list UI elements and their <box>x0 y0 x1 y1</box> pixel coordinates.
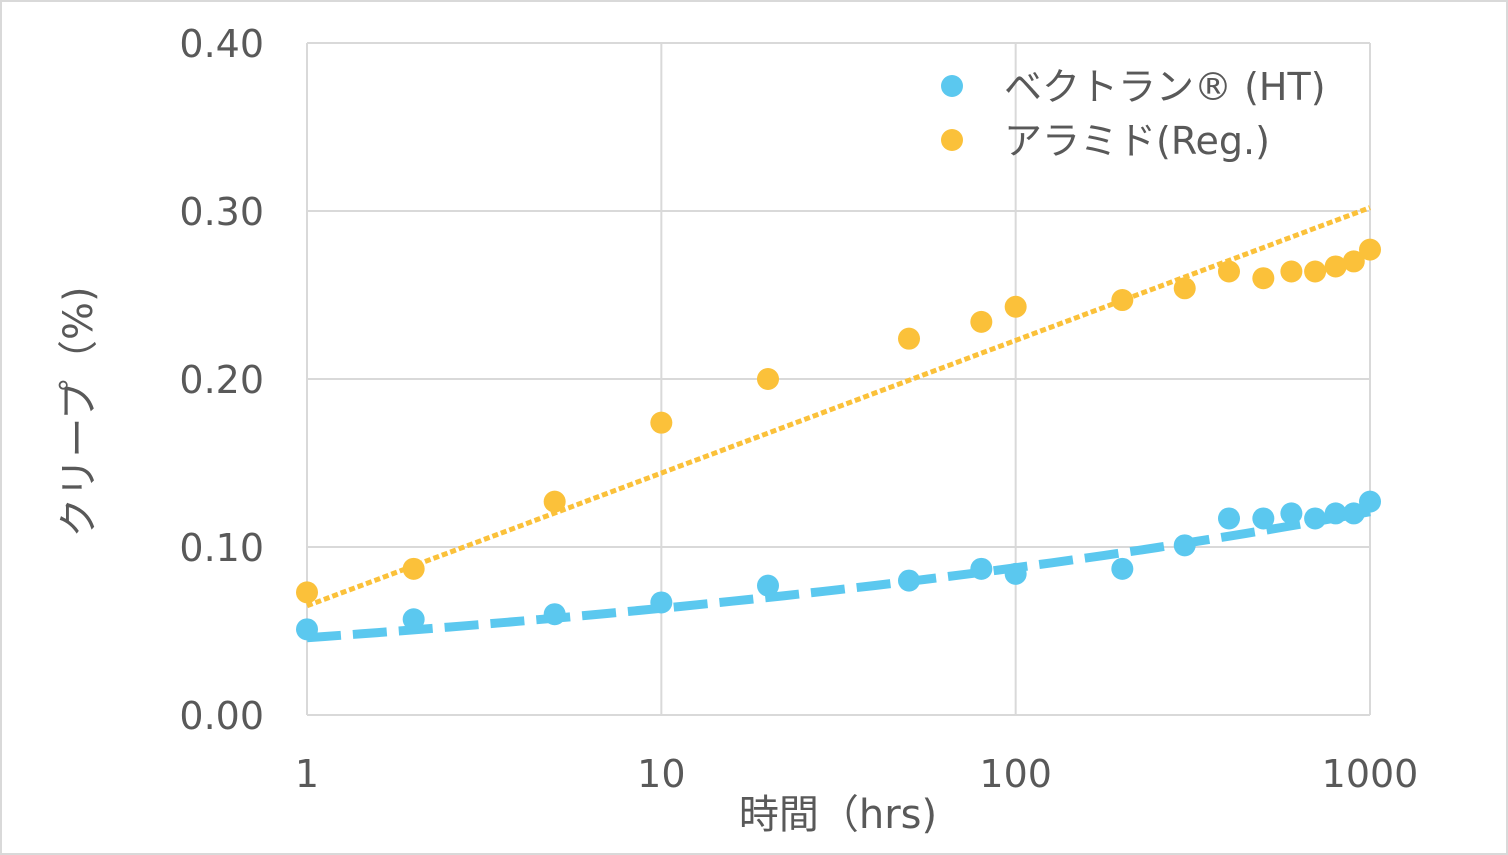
trendlines <box>306 205 1371 643</box>
data-point-vectran <box>1111 557 1134 580</box>
legend-marker-vectran <box>941 75 963 97</box>
data-point-aramid <box>1324 255 1347 278</box>
x-tick-label: 1 <box>295 752 319 796</box>
data-point-vectran <box>1280 502 1303 525</box>
data-point-vectran <box>898 569 921 592</box>
data-point-aramid <box>756 368 779 390</box>
data-point-aramid <box>296 581 318 604</box>
data-point-vectran <box>1004 562 1027 585</box>
y-tick-label: 0.40 <box>179 22 264 66</box>
x-tick-labels: 1 10 100 1000 <box>295 752 1418 796</box>
data-point-aramid <box>1304 260 1327 283</box>
data-point-aramid <box>1217 260 1240 283</box>
data-point-vectran <box>1173 534 1196 557</box>
data-points <box>296 238 1381 641</box>
legend-label-vectran: ベクトラン® (HT) <box>1004 65 1326 109</box>
data-point-vectran <box>543 603 566 626</box>
data-point-aramid <box>402 557 425 580</box>
data-point-vectran <box>1252 507 1275 530</box>
data-point-vectran <box>1342 502 1365 525</box>
data-point-aramid <box>970 310 993 333</box>
data-point-aramid <box>543 490 566 513</box>
x-tick-label: 100 <box>979 752 1052 796</box>
y-tick-label: 0.00 <box>179 694 264 738</box>
data-point-aramid <box>1173 277 1196 300</box>
data-point-vectran <box>1217 507 1240 530</box>
y-tick-labels: 0.00 0.10 0.20 0.30 0.40 <box>179 22 264 738</box>
data-point-aramid <box>1280 260 1303 283</box>
data-point-aramid <box>898 327 921 350</box>
data-point-aramid <box>650 411 673 434</box>
trendline-aramid <box>306 205 1371 609</box>
data-point-aramid <box>1111 289 1134 312</box>
x-axis-title: 時間（hrs) <box>739 792 937 838</box>
data-point-aramid <box>1359 238 1381 261</box>
y-tick-label: 0.10 <box>179 526 264 570</box>
x-tick-label: 10 <box>637 752 685 796</box>
legend-marker-aramid <box>941 129 963 151</box>
data-point-vectran <box>1324 502 1347 525</box>
data-point-aramid <box>1342 250 1365 273</box>
gridlines <box>306 42 1371 716</box>
data-point-vectran <box>650 591 673 614</box>
legend-label-aramid: アラミド(Reg.) <box>1004 119 1270 163</box>
legend: ベクトラン® (HT) アラミド(Reg.) <box>941 65 1326 163</box>
data-point-aramid <box>1252 267 1275 290</box>
data-point-vectran <box>296 618 318 641</box>
data-point-vectran <box>1304 507 1327 530</box>
y-tick-label: 0.20 <box>179 358 264 402</box>
y-tick-label: 0.30 <box>179 190 264 234</box>
trendline-vectran <box>306 507 1371 643</box>
y-axis-title: クリープ（%) <box>56 286 102 537</box>
data-point-vectran <box>1359 490 1381 513</box>
data-point-aramid <box>1004 295 1027 318</box>
data-point-vectran <box>756 574 779 597</box>
data-point-vectran <box>402 608 425 631</box>
data-point-vectran <box>970 557 993 580</box>
x-tick-label: 1000 <box>1322 752 1419 796</box>
